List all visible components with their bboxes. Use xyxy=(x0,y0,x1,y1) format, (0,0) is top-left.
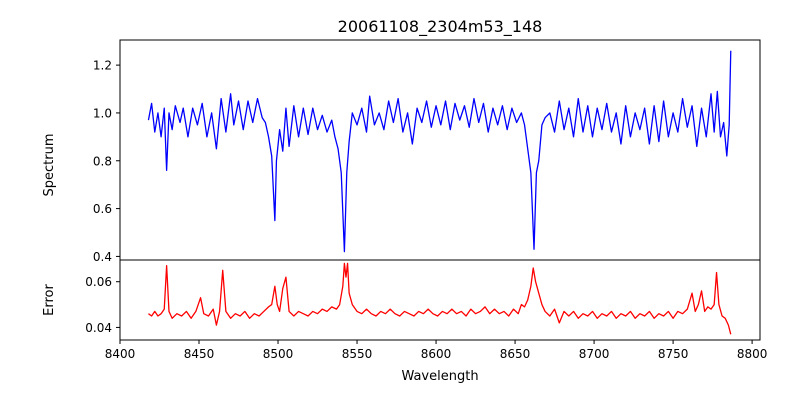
x-tick-label: 8700 xyxy=(579,347,610,361)
x-tick-label: 8600 xyxy=(421,347,452,361)
error-panel: 0.04 0.06 Error xyxy=(42,259,761,341)
y-tick-label: 0.04 xyxy=(85,321,112,335)
x-tick-label: 8750 xyxy=(658,347,689,361)
x-tick-label: 8500 xyxy=(263,347,294,361)
x-tick-label: 8550 xyxy=(342,347,373,361)
x-tick-label: 8400 xyxy=(105,347,136,361)
error-y-ticks: 0.04 0.06 xyxy=(85,275,120,335)
chart-title: 20061108_2304m53_148 xyxy=(338,17,543,37)
spectrum-line xyxy=(147,50,732,253)
error-line xyxy=(148,262,732,335)
y-tick-label: 0.8 xyxy=(93,154,112,168)
x-axis-label: Wavelength xyxy=(401,369,478,384)
error-y-axis-label: Error xyxy=(42,284,57,316)
wavelength-x-ticks: 8400 8450 8500 8550 8600 8650 8700 8750 8800 xyxy=(105,340,768,361)
spectrum-plot-frame xyxy=(119,39,761,261)
y-tick-label: 1.2 xyxy=(93,59,112,73)
x-tick-label: 8800 xyxy=(737,347,768,361)
spectrum-y-ticks: 0.4 0.6 0.8 1.0 1.2 xyxy=(93,59,120,264)
y-tick-label: 0.06 xyxy=(85,275,112,289)
error-plot-frame xyxy=(119,259,761,341)
spectrum-panel: 0.4 0.6 0.8 1.0 1.2 Spectrum xyxy=(42,39,761,264)
y-tick-label: 0.4 xyxy=(93,250,112,264)
x-tick-label: 8650 xyxy=(500,347,531,361)
spectrum-y-axis-label: Spectrum xyxy=(42,134,57,197)
y-tick-label: 0.6 xyxy=(93,202,112,216)
y-tick-label: 1.0 xyxy=(93,106,112,120)
x-tick-label: 8450 xyxy=(184,347,215,361)
